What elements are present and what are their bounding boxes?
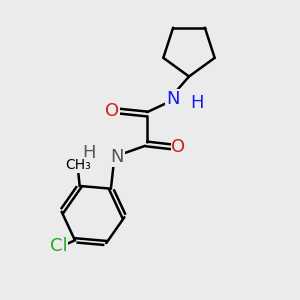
Text: CH₃: CH₃ bbox=[65, 158, 91, 172]
Text: N: N bbox=[110, 148, 124, 166]
Text: Cl: Cl bbox=[50, 237, 67, 255]
Text: O: O bbox=[171, 138, 186, 156]
Text: O: O bbox=[105, 102, 120, 120]
Text: H: H bbox=[190, 94, 203, 112]
Text: H: H bbox=[82, 144, 95, 162]
Text: N: N bbox=[166, 90, 179, 108]
